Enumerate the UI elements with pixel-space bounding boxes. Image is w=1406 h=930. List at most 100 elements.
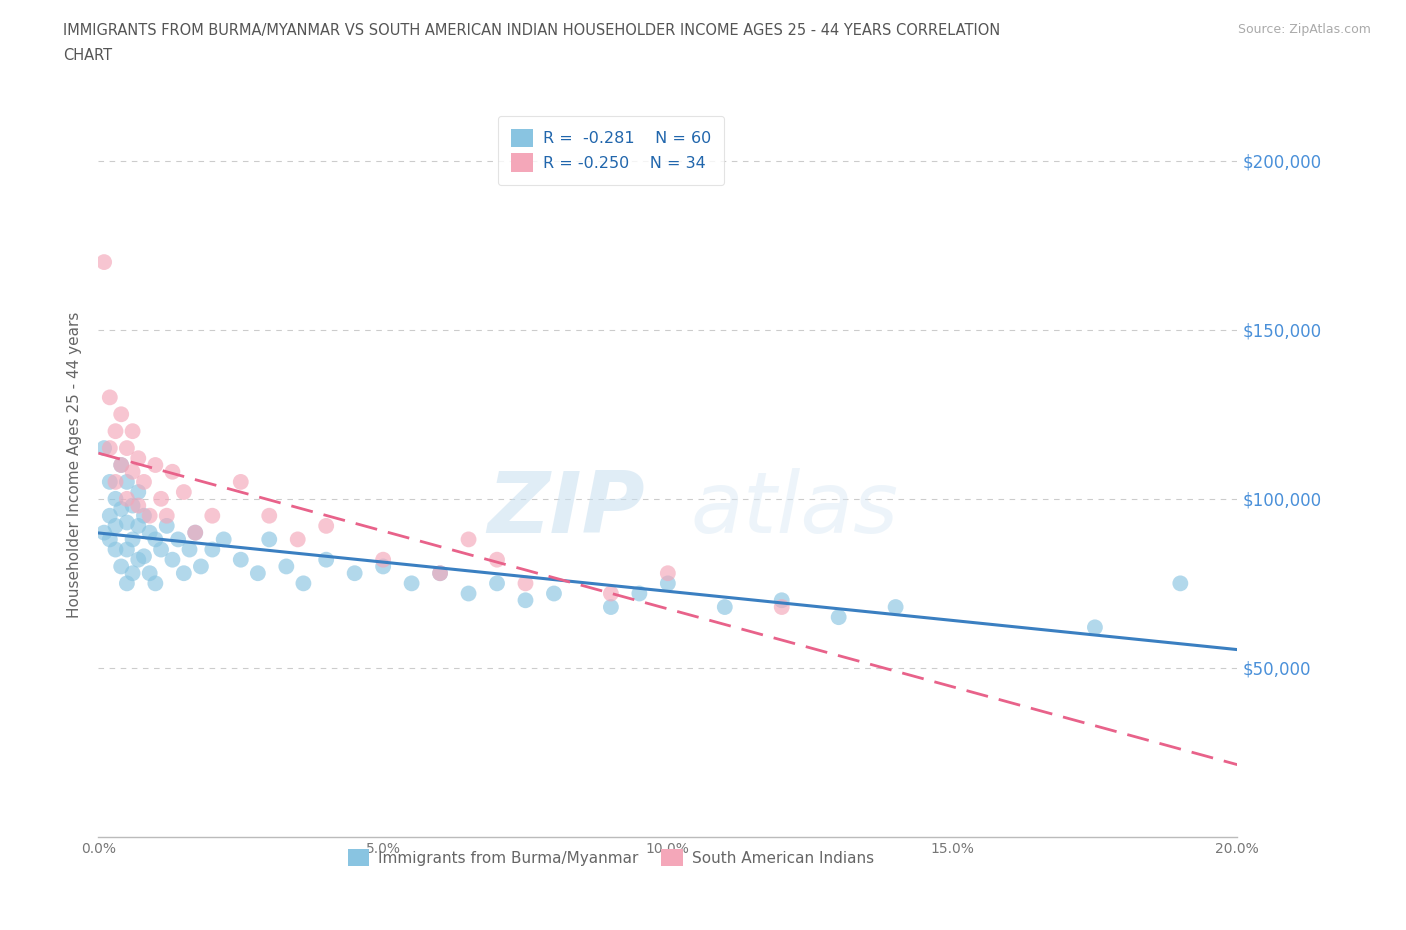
Text: Source: ZipAtlas.com: Source: ZipAtlas.com <box>1237 23 1371 36</box>
Point <box>770 592 793 607</box>
Point <box>657 565 679 580</box>
Point <box>121 498 143 513</box>
Point <box>98 509 121 524</box>
Point <box>145 458 167 472</box>
Point <box>145 576 167 591</box>
Point <box>429 565 451 580</box>
Point <box>104 424 127 439</box>
Point <box>515 576 537 591</box>
Point <box>259 509 281 524</box>
Point <box>98 474 121 489</box>
Point <box>121 424 143 439</box>
Point <box>150 542 173 557</box>
Text: IMMIGRANTS FROM BURMA/MYANMAR VS SOUTH AMERICAN INDIAN HOUSEHOLDER INCOME AGES 2: IMMIGRANTS FROM BURMA/MYANMAR VS SOUTH A… <box>63 23 1001 38</box>
Point <box>132 509 155 524</box>
Point <box>229 474 252 489</box>
Point <box>828 610 851 625</box>
Point <box>315 518 337 533</box>
Point <box>292 576 315 591</box>
Point <box>156 509 179 524</box>
Point <box>98 532 121 547</box>
Point <box>184 525 207 540</box>
Point <box>1170 576 1192 591</box>
Point <box>884 600 907 615</box>
Point <box>98 390 121 405</box>
Point <box>1084 620 1107 635</box>
Point <box>121 565 143 580</box>
Point <box>104 542 127 557</box>
Point <box>212 532 235 547</box>
Point <box>173 485 195 499</box>
Point <box>110 458 132 472</box>
Point <box>276 559 298 574</box>
Point <box>138 525 160 540</box>
Point <box>515 592 537 607</box>
Point <box>150 491 173 506</box>
Point <box>714 600 737 615</box>
Point <box>770 600 793 615</box>
Point <box>110 458 132 472</box>
Text: CHART: CHART <box>63 48 112 63</box>
Point <box>127 485 149 499</box>
Point <box>401 576 423 591</box>
Point <box>93 441 115 456</box>
Point <box>457 532 479 547</box>
Point <box>600 600 623 615</box>
Legend: Immigrants from Burma/Myanmar, South American Indians: Immigrants from Burma/Myanmar, South Ame… <box>340 841 882 874</box>
Point <box>104 474 127 489</box>
Point <box>104 491 127 506</box>
Point <box>115 576 138 591</box>
Point <box>162 552 184 567</box>
Point <box>127 498 149 513</box>
Point <box>121 464 143 479</box>
Point <box>127 518 149 533</box>
Point <box>543 586 565 601</box>
Y-axis label: Householder Income Ages 25 - 44 years: Householder Income Ages 25 - 44 years <box>67 312 83 618</box>
Point <box>343 565 366 580</box>
Point <box>600 586 623 601</box>
Point <box>132 549 155 564</box>
Point <box>373 559 395 574</box>
Point <box>173 565 195 580</box>
Point <box>179 542 201 557</box>
Point <box>127 451 149 466</box>
Point <box>156 518 179 533</box>
Point <box>132 474 155 489</box>
Point <box>259 532 281 547</box>
Point <box>138 509 160 524</box>
Point <box>162 464 184 479</box>
Point <box>127 552 149 567</box>
Text: ZIP: ZIP <box>488 468 645 551</box>
Point <box>115 491 138 506</box>
Point <box>657 576 679 591</box>
Point <box>201 542 224 557</box>
Point <box>457 586 479 601</box>
Point <box>287 532 309 547</box>
Point <box>190 559 212 574</box>
Text: atlas: atlas <box>690 468 898 551</box>
Point <box>373 552 395 567</box>
Point <box>98 441 121 456</box>
Point <box>93 525 115 540</box>
Point <box>429 565 451 580</box>
Point <box>486 552 509 567</box>
Point <box>115 542 138 557</box>
Point <box>110 501 132 516</box>
Point <box>315 552 337 567</box>
Point <box>115 441 138 456</box>
Point <box>486 576 509 591</box>
Point <box>110 406 132 421</box>
Point <box>201 509 224 524</box>
Point <box>138 565 160 580</box>
Point <box>184 525 207 540</box>
Point <box>246 565 269 580</box>
Point <box>115 515 138 530</box>
Point <box>121 532 143 547</box>
Point <box>115 474 138 489</box>
Point <box>93 255 115 270</box>
Point <box>628 586 651 601</box>
Point <box>145 532 167 547</box>
Point <box>229 552 252 567</box>
Point <box>104 518 127 533</box>
Point <box>167 532 190 547</box>
